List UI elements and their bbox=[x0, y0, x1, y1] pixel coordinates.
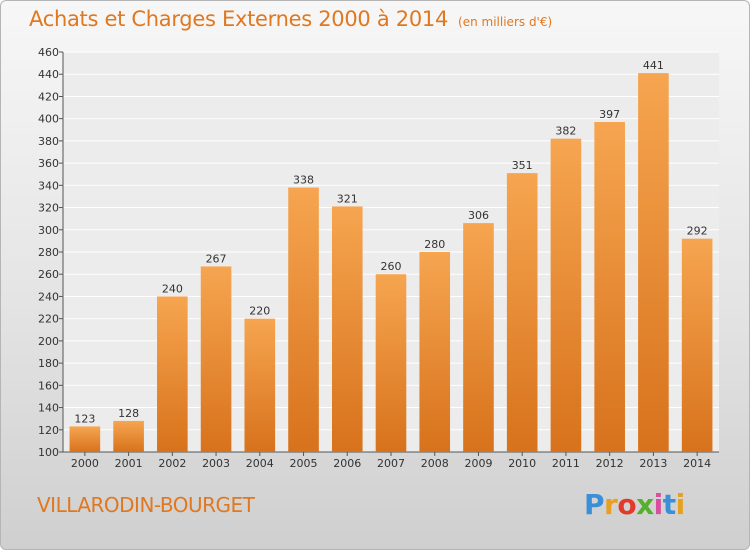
bar bbox=[638, 73, 669, 452]
y-tick-label: 120 bbox=[38, 424, 59, 437]
proxiti-logo[interactable]: Proxiti bbox=[584, 488, 685, 521]
bar-value-label: 397 bbox=[599, 108, 620, 121]
bar-value-label: 321 bbox=[337, 192, 358, 205]
bar bbox=[331, 206, 363, 452]
x-tick-label: 2011 bbox=[552, 457, 580, 470]
y-tick-label: 280 bbox=[38, 246, 59, 259]
bar bbox=[550, 138, 582, 452]
y-tick-label: 400 bbox=[38, 113, 59, 126]
bar bbox=[157, 296, 188, 452]
bar bbox=[288, 187, 319, 453]
y-tick-label: 380 bbox=[38, 135, 59, 148]
bar-value-label: 280 bbox=[424, 238, 445, 251]
x-tick-label: 2006 bbox=[333, 457, 361, 470]
bar bbox=[113, 420, 144, 452]
logo-letter: t bbox=[662, 488, 676, 521]
x-tick-label: 2002 bbox=[158, 457, 186, 470]
y-tick-label: 460 bbox=[38, 46, 59, 59]
bar-value-label: 441 bbox=[643, 59, 664, 72]
x-tick-label: 2014 bbox=[683, 457, 711, 470]
bar bbox=[506, 173, 538, 452]
commune-name: VILLARODIN-BOURGET bbox=[37, 493, 255, 517]
logo-letter: i bbox=[653, 488, 664, 521]
x-tick-label: 2001 bbox=[115, 457, 143, 470]
logo-letter: x bbox=[636, 488, 654, 521]
bar bbox=[463, 223, 494, 452]
bar-value-label: 292 bbox=[687, 225, 708, 238]
bar-value-label: 382 bbox=[555, 125, 576, 138]
x-tick-label: 2005 bbox=[290, 457, 318, 470]
chart-unit: (en milliers d'€) bbox=[458, 15, 553, 29]
y-tick-label: 300 bbox=[38, 224, 59, 237]
x-tick-label: 2000 bbox=[71, 457, 99, 470]
x-tick-label: 2013 bbox=[639, 457, 667, 470]
x-tick-label: 2009 bbox=[464, 457, 492, 470]
bar-value-label: 220 bbox=[249, 305, 270, 318]
y-tick-label: 360 bbox=[38, 157, 59, 170]
logo-letter: i bbox=[675, 488, 686, 521]
bar bbox=[244, 318, 276, 452]
y-tick-label: 340 bbox=[38, 179, 59, 192]
bar-value-label: 306 bbox=[468, 209, 489, 222]
x-tick-label: 2007 bbox=[377, 457, 405, 470]
x-tick-label: 2003 bbox=[202, 457, 230, 470]
bar bbox=[200, 266, 232, 452]
y-tick-label: 220 bbox=[38, 313, 59, 326]
y-tick-label: 260 bbox=[38, 268, 59, 281]
y-tick-label: 420 bbox=[38, 90, 59, 103]
bar-value-label: 123 bbox=[74, 412, 95, 425]
y-tick-label: 440 bbox=[38, 68, 59, 81]
bar-value-label: 128 bbox=[118, 407, 139, 420]
y-tick-label: 180 bbox=[38, 357, 59, 370]
bar-value-label: 338 bbox=[293, 174, 314, 187]
x-tick-label: 2012 bbox=[596, 457, 624, 470]
bar bbox=[594, 122, 625, 452]
bar-value-label: 267 bbox=[206, 252, 227, 265]
bar bbox=[681, 238, 713, 452]
bar bbox=[375, 274, 407, 452]
y-tick-label: 140 bbox=[38, 402, 59, 415]
chart-title: Achats et Charges Externes 2000 à 2014 (e… bbox=[29, 7, 552, 31]
y-tick-label: 240 bbox=[38, 290, 59, 303]
bar-value-label: 351 bbox=[512, 159, 533, 172]
y-tick-label: 100 bbox=[38, 446, 59, 459]
bar bbox=[69, 426, 101, 452]
x-tick-label: 2010 bbox=[508, 457, 536, 470]
logo-letter: P bbox=[584, 488, 605, 521]
y-tick-label: 320 bbox=[38, 202, 59, 215]
x-tick-label: 2004 bbox=[246, 457, 274, 470]
logo-letter: o bbox=[617, 488, 637, 521]
chart-title-text: Achats et Charges Externes 2000 à 2014 bbox=[29, 7, 449, 31]
y-tick-label: 200 bbox=[38, 335, 59, 348]
logo-letter: r bbox=[604, 488, 618, 521]
x-tick-label: 2008 bbox=[421, 457, 449, 470]
bar bbox=[419, 252, 451, 452]
bar-value-label: 240 bbox=[162, 282, 183, 295]
bar-value-label: 260 bbox=[381, 260, 402, 273]
y-tick-label: 160 bbox=[38, 379, 59, 392]
